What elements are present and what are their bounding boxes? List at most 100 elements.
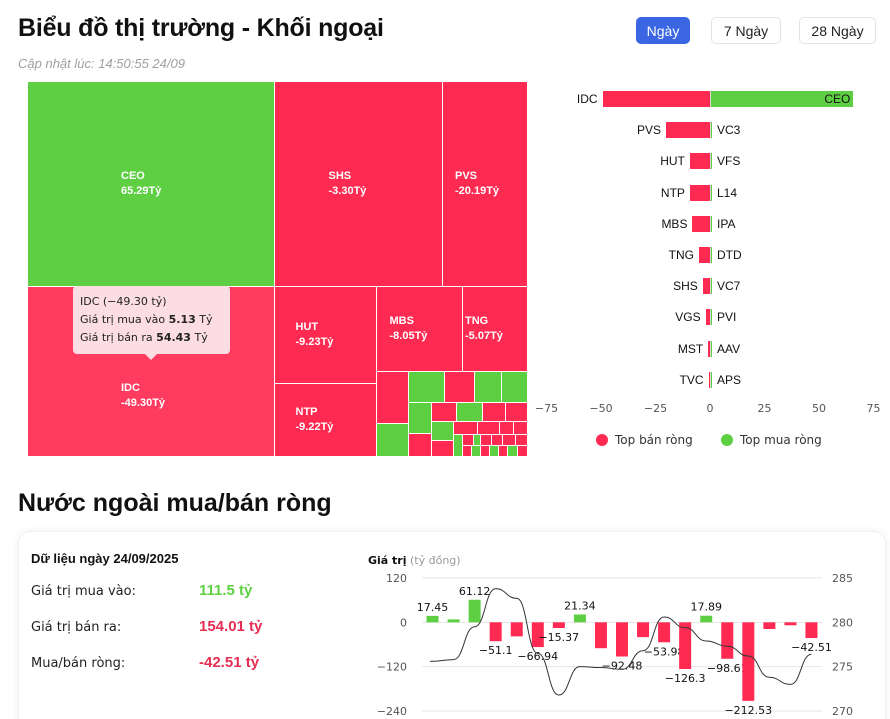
top-chart-row[interactable]: NTP L14	[548, 184, 883, 201]
svg-text:−53.98: −53.98	[644, 645, 685, 658]
tile-ticker: NTP	[295, 406, 318, 418]
top-net-chart: IDC CEO PVS VC3 HUT VFS NTP L14 MBS IPA TNG DTD SHS V…	[535, 80, 883, 460]
treemap-tile-small[interactable]	[431, 421, 454, 441]
top-chart-row[interactable]: TNG DTD	[548, 247, 883, 263]
period-7day-button[interactable]: 7 Ngày	[711, 17, 781, 44]
treemap-tile-small[interactable]	[501, 371, 528, 403]
treemap-tile-small[interactable]	[505, 402, 528, 422]
treemap-tile-mbs[interactable]: MBS -8.05Tỷ	[376, 286, 463, 372]
treemap-tooltip: IDC (−49.30 tỷ) Giá trị mua vào 5.13 Tỷ …	[73, 286, 230, 360]
tile-ticker: PVS	[455, 170, 478, 182]
treemap-tile-small[interactable]	[408, 433, 432, 457]
x-axis-tick: −50	[589, 402, 613, 415]
period-28day-button[interactable]: 28 Ngày	[799, 17, 876, 44]
svg-text:−120: −120	[377, 661, 407, 674]
zero-line	[710, 371, 711, 388]
svg-text:−66.94: −66.94	[517, 650, 558, 663]
buy-ticker: CEO	[824, 92, 851, 106]
sell-bar[interactable]	[692, 215, 710, 232]
y-axis-title-unit: (tỷ đồng)	[410, 554, 461, 567]
top-chart-row[interactable]: SHS VC7	[548, 278, 883, 295]
sell-bar[interactable]	[705, 309, 710, 326]
sell-bar[interactable]	[602, 91, 710, 107]
treemap-tile-small[interactable]	[482, 402, 506, 422]
treemap-tile-small[interactable]	[444, 371, 475, 403]
treemap-tile-small[interactable]	[376, 371, 409, 424]
page-title: Biểu đồ thị trường - Khối ngoại	[18, 14, 384, 42]
treemap-tile-small[interactable]	[408, 371, 445, 403]
buy-ticker: VFS	[717, 154, 741, 169]
tile-ticker: TNG	[465, 315, 489, 327]
tile-value: -20.19Tỷ	[455, 185, 500, 197]
period-day-button[interactable]: Ngày	[636, 17, 690, 44]
tile-value: -9.23Tỷ	[295, 336, 334, 348]
buy-bar[interactable]	[711, 215, 712, 232]
treemap-tile-small[interactable]	[517, 445, 528, 457]
x-axis-tick: 0	[706, 402, 714, 415]
svg-text:−98.61: −98.61	[707, 662, 748, 675]
tooltip-buy-line: Giá trị mua vào 5.13 Tỷ	[80, 311, 223, 329]
section-title: Nước ngoài mua/bán ròng	[18, 489, 332, 517]
legend-dot-icon	[596, 434, 608, 446]
buy-bar[interactable]	[711, 247, 712, 263]
top-chart-row[interactable]: HUT VFS	[548, 153, 883, 170]
sell-ticker: MBS	[661, 216, 688, 231]
buy-bar[interactable]	[711, 340, 712, 357]
legend-item[interactable]: Top mua ròng	[721, 433, 822, 447]
y-axis-title-bold: Giá trị	[368, 554, 407, 567]
sell-bar[interactable]	[708, 371, 710, 388]
treemap-tile-ceo[interactable]: CEO 65.29Tỷ	[27, 81, 275, 287]
zero-line	[710, 340, 711, 357]
sell-bar[interactable]	[665, 122, 710, 139]
buy-bar[interactable]	[711, 91, 854, 107]
top-chart-row[interactable]: IDC CEO	[548, 91, 883, 107]
treemap-tile-small[interactable]	[376, 423, 409, 457]
sell-bar[interactable]	[689, 184, 710, 201]
treemap-tile-tng[interactable]: TNG -5.07Tỷ	[462, 286, 528, 372]
treemap-tile-small[interactable]	[474, 371, 502, 403]
treemap-tile-small[interactable]	[456, 402, 483, 422]
top-chart-row[interactable]: VGS PVI	[548, 309, 883, 326]
buy-ticker: APS	[717, 372, 742, 387]
treemap-tile-ntp[interactable]: NTP -9.22Tỷ	[274, 383, 377, 457]
treemap-tile-small[interactable]	[477, 421, 500, 435]
legend-item[interactable]: Top bán ròng	[596, 433, 693, 447]
sell-bar[interactable]	[708, 340, 710, 357]
treemap-tile-small[interactable]	[431, 440, 454, 457]
sell-bar[interactable]	[698, 247, 710, 263]
buy-bar[interactable]	[711, 122, 712, 139]
treemap-tile-small[interactable]	[513, 421, 528, 435]
treemap-tile-shs[interactable]: SHS -3.30Tỷ	[274, 81, 443, 287]
buy-ticker: L14	[717, 185, 738, 200]
treemap-tile-pvs[interactable]: PVS -20.19Tỷ	[442, 81, 528, 287]
treemap-tile-hut[interactable]: HUT -9.23Tỷ	[274, 286, 377, 384]
buy-ticker: PVI	[717, 310, 737, 325]
buy-bar[interactable]	[711, 153, 712, 170]
buy-value: 111.5 tỷ	[199, 582, 253, 599]
treemap-tile-small[interactable]	[499, 421, 514, 435]
svg-text:285: 285	[832, 572, 853, 585]
treemap-tile-small[interactable]	[453, 421, 478, 435]
svg-text:17.89: 17.89	[690, 601, 722, 614]
updated-timestamp: Cập nhật lúc: 14:50:55 24/09	[18, 56, 185, 71]
zero-line	[710, 184, 711, 201]
top-chart-row[interactable]: TVC APS	[548, 371, 883, 388]
x-axis-tick: 75	[866, 402, 881, 415]
top-chart-row[interactable]: MBS IPA	[548, 215, 883, 232]
y-axis-title: Giá trị (tỷ đồng)	[368, 554, 461, 567]
buy-bar[interactable]	[711, 309, 712, 326]
sell-bar[interactable]	[702, 278, 710, 295]
sell-bar[interactable]	[689, 153, 710, 170]
legend-dot-icon	[721, 434, 733, 446]
treemap-tile-small[interactable]	[431, 402, 457, 422]
top-chart-row[interactable]: PVS VC3	[548, 122, 883, 139]
top-chart-row[interactable]: MST AAV	[548, 340, 883, 357]
tooltip-buy-label: Giá trị mua vào	[80, 313, 166, 326]
treemap-chart: CEO 65.29Tỷ SHS -3.30Tỷ PVS -20.19Tỷ IDC -49…	[27, 81, 528, 457]
sell-ticker: IDC	[576, 92, 598, 106]
buy-bar[interactable]	[711, 184, 712, 201]
treemap-tile-small[interactable]	[408, 402, 432, 434]
tooltip-title: IDC (−49.30 tỷ)	[80, 295, 167, 308]
buy-bar[interactable]	[711, 371, 712, 388]
buy-bar[interactable]	[711, 278, 712, 295]
